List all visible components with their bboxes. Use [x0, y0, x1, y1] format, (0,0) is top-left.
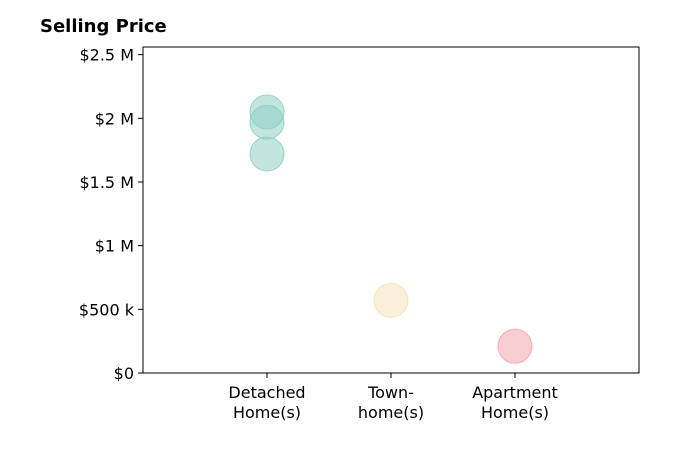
data-points [249, 94, 533, 364]
x-tick-label: Apartment [472, 383, 558, 402]
x-tick-label: home(s) [358, 403, 424, 422]
data-point [249, 104, 285, 140]
y-tick-label: $2.5 M [79, 46, 134, 65]
y-axis: $0 $500 k $1 M $1.5 M $2 M $2.5 M [79, 46, 143, 383]
y-tick-label: $2 M [95, 109, 134, 128]
x-tick-label: Detached [228, 383, 305, 402]
chart-title: Selling Price [40, 16, 167, 37]
x-tick-label: Town- [367, 383, 414, 402]
x-axis: DetachedHome(s)Town-home(s)ApartmentHome… [228, 373, 558, 422]
x-tick-label: Home(s) [481, 403, 549, 422]
x-tick-label: Home(s) [233, 403, 301, 422]
y-tick-label: $0 [114, 364, 134, 383]
data-point [497, 328, 533, 364]
y-tick-label: $500 k [79, 300, 135, 319]
y-tick-label: $1.5 M [79, 173, 134, 192]
data-point [373, 282, 409, 318]
plot-frame [142, 46, 640, 374]
data-point [249, 136, 285, 172]
y-tick-label: $1 M [95, 237, 134, 256]
